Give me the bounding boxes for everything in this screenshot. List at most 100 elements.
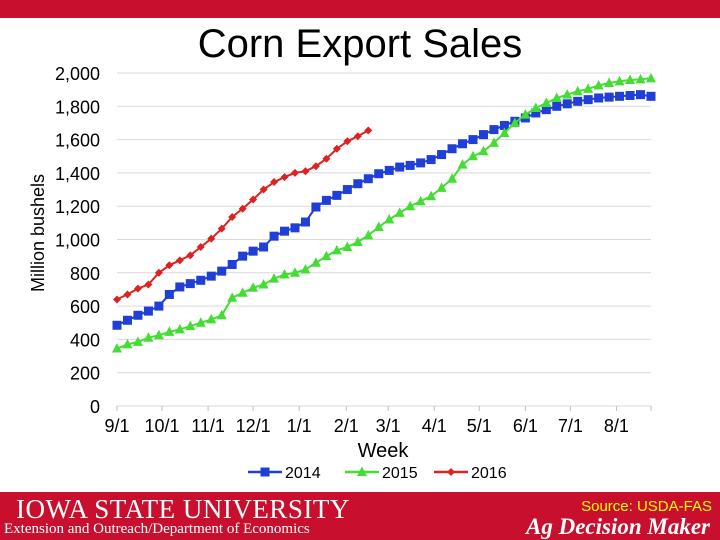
- x-tick-label: 6/1: [513, 416, 538, 436]
- legend-label: 2014: [285, 465, 321, 482]
- data-point-2014: [447, 144, 457, 154]
- y-tick-label: 0: [90, 397, 100, 417]
- data-point-2014: [636, 90, 646, 100]
- data-point-2014: [416, 158, 426, 168]
- data-point-2016: [301, 167, 310, 176]
- data-point-2014: [615, 91, 625, 101]
- data-point-2014: [594, 93, 604, 103]
- data-point-2016: [175, 256, 184, 265]
- y-tick-label: 600: [70, 297, 100, 317]
- y-axis-label: Million bushels: [28, 174, 48, 292]
- data-point-2014: [583, 95, 593, 105]
- data-point-2016: [249, 195, 258, 204]
- x-axis-ticks: 9/1 10/1 11/1 12/1 1/1 2/1 3/1 4/1 5/1 6/1 7/1 8/1: [104, 406, 652, 436]
- footer-department: Extension and Outreach/Department of Eco…: [4, 521, 310, 537]
- data-point-2015: [237, 287, 248, 297]
- data-point-2015: [509, 117, 520, 127]
- data-point-2015: [572, 85, 583, 96]
- data-point-2016: [144, 280, 153, 289]
- data-point-2015: [635, 73, 646, 84]
- data-point-2014: [227, 259, 237, 269]
- data-point-2016: [217, 224, 226, 233]
- data-point-2014: [259, 242, 269, 252]
- data-point-2014: [164, 289, 174, 299]
- y-tick-label: 200: [70, 364, 100, 384]
- data-point-2015: [216, 309, 227, 320]
- data-point-2014: [300, 217, 310, 227]
- footer-bar: [0, 492, 720, 540]
- legend-label: 2015: [382, 465, 418, 482]
- x-axis-label: Week: [358, 440, 410, 462]
- chart-title: Corn Export Sales: [197, 22, 523, 66]
- data-point-2015: [174, 323, 185, 334]
- x-tick-label: 11/1: [191, 416, 225, 436]
- data-point-2015: [415, 195, 426, 206]
- data-point-2014: [143, 306, 153, 316]
- data-point-2014: [321, 195, 331, 205]
- x-tick-label: 5/1: [467, 416, 492, 436]
- legend: 2014 2015 2016: [248, 465, 507, 482]
- data-point-2015: [112, 343, 122, 353]
- data-point-2016: [259, 185, 268, 194]
- legend-marker: [357, 466, 367, 476]
- legend-marker: [447, 468, 455, 476]
- data-point-2015: [614, 75, 625, 86]
- data-point-2015: [625, 74, 636, 84]
- legend-item-2014: 2014: [248, 465, 321, 482]
- data-point-2015: [488, 137, 499, 147]
- x-tick-label: 1/1: [287, 416, 312, 436]
- data-point-2014: [531, 108, 541, 118]
- data-point-2015: [426, 190, 437, 201]
- data-point-2016: [154, 268, 163, 277]
- data-point-2015: [185, 320, 196, 331]
- data-point-2016: [165, 261, 174, 270]
- data-point-2014: [458, 139, 468, 149]
- data-point-2015: [153, 329, 164, 340]
- data-point-2015: [206, 313, 217, 324]
- ag-decision-maker-logo: Ag Decision Maker: [526, 514, 710, 539]
- legend-marker: [260, 467, 270, 477]
- data-point-2016: [343, 137, 352, 146]
- data-point-2015: [132, 336, 143, 346]
- data-point-2014: [541, 105, 551, 115]
- data-point-2014: [290, 223, 300, 233]
- data-point-2015: [363, 229, 374, 240]
- data-point-2014: [175, 282, 185, 292]
- data-point-2015: [604, 77, 615, 87]
- x-tick-label: 12/1: [236, 416, 271, 436]
- legend-item-2015: 2015: [345, 465, 418, 482]
- data-point-2015: [520, 109, 531, 119]
- data-point-2015: [646, 72, 656, 83]
- data-point-2015: [248, 282, 259, 292]
- data-point-2014: [332, 190, 342, 200]
- data-point-2016: [228, 213, 237, 222]
- data-point-2014: [405, 160, 415, 170]
- data-point-2016: [311, 162, 320, 171]
- data-point-2015: [227, 292, 238, 302]
- data-point-2015: [342, 241, 353, 251]
- data-point-2014: [478, 130, 488, 140]
- x-tick-label: 8/1: [604, 416, 629, 436]
- data-point-2015: [583, 83, 594, 93]
- series-2015: [112, 72, 656, 353]
- data-point-2015: [530, 102, 541, 112]
- x-tick-label: 7/1: [558, 416, 583, 436]
- data-point-2014: [363, 174, 373, 184]
- data-point-2014: [248, 246, 258, 256]
- data-point-2015: [290, 267, 300, 277]
- data-point-2014: [384, 165, 394, 175]
- data-point-2015: [122, 338, 133, 349]
- y-tick-label: 1,400: [55, 164, 100, 184]
- data-point-2016: [322, 154, 331, 163]
- y-tick-label: 1,600: [55, 131, 100, 151]
- x-tick-label: 9/1: [104, 416, 129, 436]
- data-point-2016: [238, 204, 247, 213]
- data-point-2014: [238, 251, 248, 261]
- legend-item-2016: 2016: [434, 465, 507, 482]
- data-point-2015: [499, 127, 510, 137]
- y-tick-label: 400: [70, 330, 100, 350]
- data-point-2014: [468, 135, 478, 145]
- data-point-2014: [562, 99, 572, 109]
- data-point-2015: [195, 317, 206, 327]
- data-point-2014: [395, 162, 405, 172]
